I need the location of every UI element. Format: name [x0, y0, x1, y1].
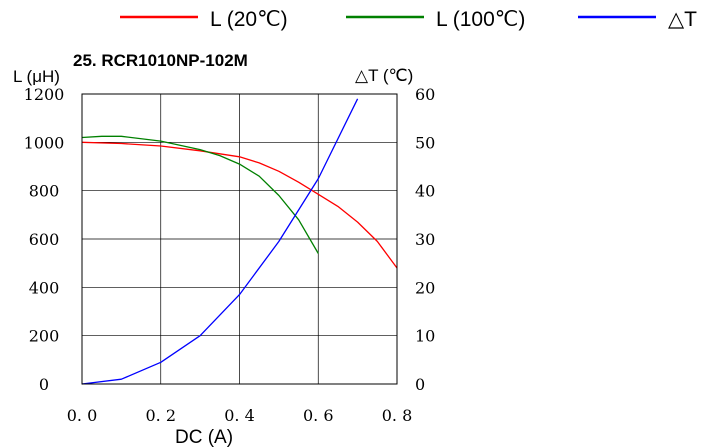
grid	[82, 94, 397, 384]
y-left-tick-label: 800	[29, 182, 60, 201]
y-right-tick-label: 50	[415, 133, 435, 152]
x-axis-label: DC (A)	[175, 427, 233, 448]
y-right-tick-label: 60	[415, 85, 435, 104]
series-line-2	[81, 98, 359, 385]
chart-title: 25. RCR1010NP-102M	[73, 51, 248, 70]
series-line-1	[81, 135, 319, 254]
legend: L (20℃) L (100℃) △T	[120, 8, 697, 31]
series-lines	[81, 98, 398, 385]
y-right-tick-label: 20	[415, 278, 435, 297]
y-right-axis-label: △T (℃)	[355, 66, 413, 85]
x-tick-label: 0. 0	[67, 406, 98, 425]
y-right-tick-label: 30	[415, 230, 435, 249]
y-right-tick-label: 0	[415, 375, 425, 394]
y-left-tick-label: 200	[29, 327, 60, 346]
legend-label-l20: L (20℃)	[210, 8, 288, 31]
y-left-tick-label: 400	[29, 278, 60, 297]
series-line-0	[81, 141, 398, 269]
plot-frame	[81, 93, 398, 385]
y-left-tick-label: 600	[29, 230, 60, 249]
y-left-tick-label: 0	[39, 375, 49, 394]
y-left-tick-label: 1000	[24, 133, 65, 152]
x-tick-label: 0. 6	[303, 406, 334, 425]
x-tick-label: 0. 2	[145, 406, 176, 425]
legend-label-l100: L (100℃)	[436, 8, 525, 31]
x-tick-label: 0. 4	[224, 406, 255, 425]
y-left-axis-label: L (μH)	[13, 67, 60, 86]
legend-label-dt: △T	[668, 8, 697, 31]
y-left-tick-label: 1200	[24, 85, 65, 104]
y-right-tick-label: 40	[415, 182, 435, 201]
y-right-tick-label: 10	[415, 327, 435, 346]
x-tick-label: 0. 8	[382, 406, 413, 425]
